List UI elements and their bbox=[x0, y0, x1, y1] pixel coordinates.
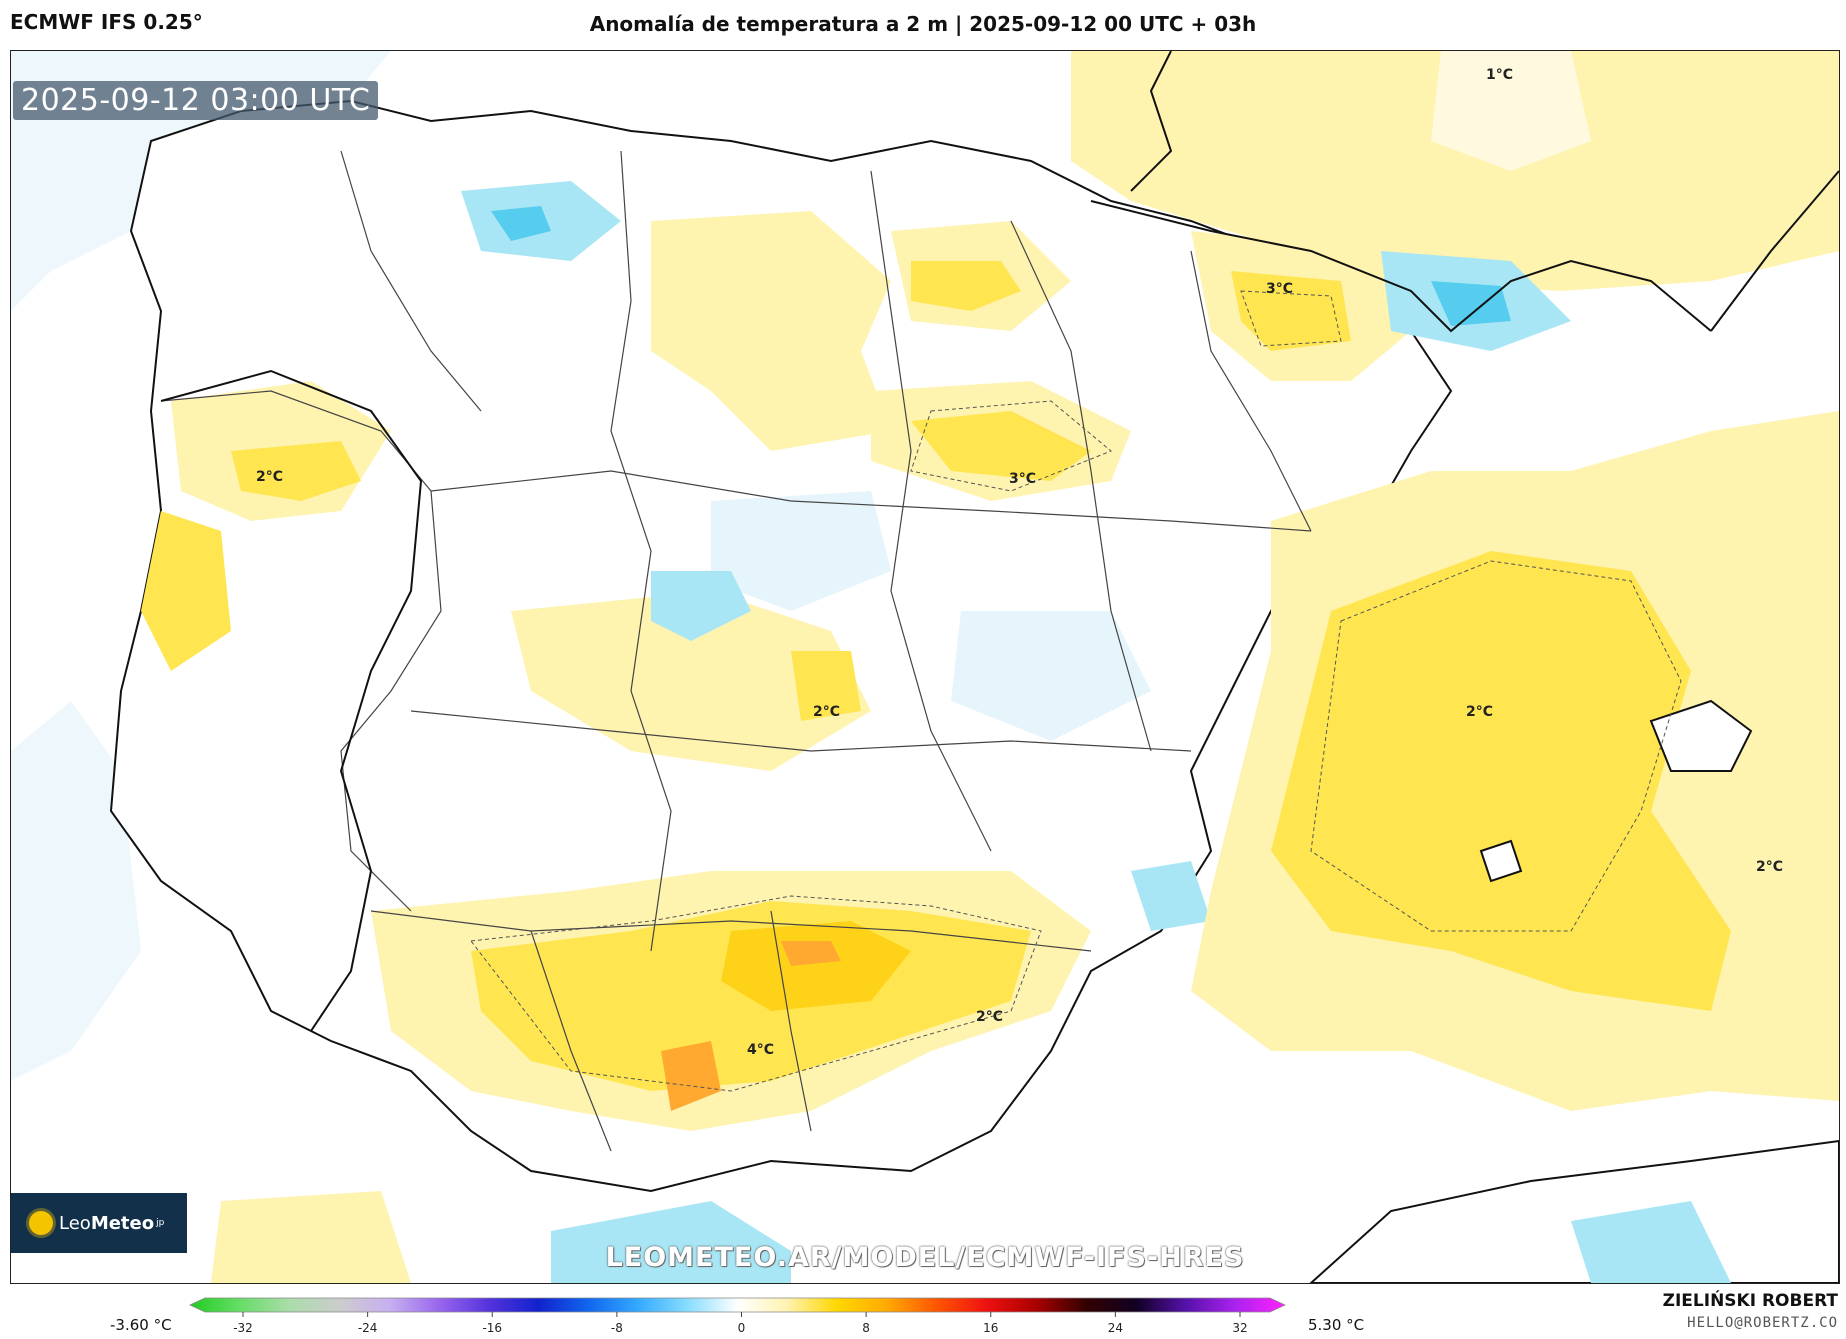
neutral-zone bbox=[1431, 51, 1591, 171]
colorbar: -3.60 °C -32 -24 -16 -8 0 8 16 24 32 5.30 °C bbox=[0, 1290, 1846, 1339]
warm-strong-andalucia bbox=[721, 921, 911, 1011]
contour-label: 1°C bbox=[1486, 67, 1513, 83]
contour-label: 2°C bbox=[976, 1009, 1003, 1025]
warm-core-portugal-north bbox=[231, 441, 361, 501]
colorbar-tick-label: 24 bbox=[1108, 1321, 1123, 1335]
colorbar-max-label: 5.30 °C bbox=[1308, 1316, 1365, 1334]
cool-core-pyrenees bbox=[1431, 281, 1511, 326]
ibiza-island bbox=[1479, 839, 1523, 883]
contour-lines bbox=[470, 290, 1682, 1092]
warm-zone-france bbox=[1071, 51, 1839, 291]
colorbar-tick-label: 0 bbox=[738, 1321, 746, 1335]
contour-label: 3°C bbox=[1266, 281, 1293, 297]
colorbar-gradient bbox=[189, 1297, 1286, 1313]
warm-core-burgos bbox=[911, 261, 1021, 311]
valid-time-badge: 2025-09-12 03:00 UTC bbox=[13, 81, 379, 120]
contour-label: 4°C bbox=[747, 1042, 774, 1058]
warm-core-navarra bbox=[1231, 271, 1351, 351]
cool-zone-murcia bbox=[1131, 861, 1211, 931]
warm-zone-gulf-cadiz bbox=[211, 1191, 411, 1283]
cool-zone-alboran bbox=[551, 1201, 791, 1283]
logo-text-bold: Meteo bbox=[90, 1212, 155, 1234]
warm-peak-granada bbox=[781, 941, 841, 966]
colorbar-tick-label: -24 bbox=[358, 1321, 378, 1335]
warm-zone-madrid bbox=[511, 591, 871, 771]
contour-label: 3°C bbox=[1009, 471, 1036, 487]
source-watermark: LEOMETEO.AR/MODEL/ECMWF-IFS-HRES bbox=[605, 1242, 1245, 1273]
warm-core-mediterranean bbox=[1271, 551, 1731, 1011]
colorbar-tick-label: -16 bbox=[482, 1321, 502, 1335]
colorbar-tick-label: 8 bbox=[862, 1321, 870, 1335]
warm-core-madrid bbox=[791, 651, 861, 721]
colorbar-min-label: -3.60 °C bbox=[110, 1316, 172, 1334]
colorbar-tick-label: 32 bbox=[1232, 1321, 1247, 1335]
map-canvas[interactable]: 1°C 3°C 2°C 3°C 2°C 2°C 2°C 2°C 4°C 2025… bbox=[10, 50, 1840, 1284]
sun-icon bbox=[29, 1211, 53, 1235]
atlantic-cool-patch-south bbox=[11, 701, 141, 1081]
warm-core-iberico bbox=[911, 411, 1091, 481]
colorbar-tick-label: 16 bbox=[983, 1321, 998, 1335]
logo-suffix: jp bbox=[156, 1218, 165, 1228]
anomaly-map: 1°C 3°C 2°C 3°C 2°C 2°C 2°C 2°C 4°C bbox=[11, 51, 1839, 1283]
author-name: ZIELIŃSKI ROBERT bbox=[1662, 1291, 1838, 1311]
colorbar-ticks: -32 -24 -16 -8 0 8 16 24 32 bbox=[233, 1312, 1248, 1335]
france-coastline bbox=[1130, 51, 1173, 192]
warm-zone-castilla bbox=[651, 211, 891, 451]
france-med-coastline bbox=[1710, 170, 1839, 332]
model-label: ECMWF IFS 0.25° bbox=[10, 10, 203, 34]
logo-text-light: Leo bbox=[59, 1212, 91, 1234]
cool-core-asturias bbox=[491, 206, 551, 241]
cool-zone-africa bbox=[1571, 1201, 1731, 1283]
province-borders bbox=[160, 150, 1312, 1152]
map-title: Anomalía de temperatura a 2 m | 2025-09-… bbox=[589, 12, 1257, 36]
portugal-border bbox=[160, 369, 423, 1032]
warm-peak-jaen bbox=[661, 1041, 721, 1111]
cool-zone-central bbox=[711, 491, 891, 611]
france-border bbox=[1090, 200, 1712, 333]
colorbar-tick-label: -32 bbox=[233, 1321, 253, 1335]
mallorca-island bbox=[1649, 699, 1753, 772]
colorbar-scale: -32 -24 -16 -8 0 8 16 24 32 bbox=[189, 1297, 1286, 1335]
contour-label: 2°C bbox=[1756, 859, 1783, 875]
cool-zone-cuenca bbox=[951, 611, 1151, 741]
contour-label: 2°C bbox=[256, 469, 283, 485]
colorbar-tick-label: -8 bbox=[611, 1321, 623, 1335]
contour-label: 2°C bbox=[1466, 704, 1493, 720]
cool-core-central bbox=[651, 571, 751, 641]
contour-label: 2°C bbox=[813, 704, 840, 720]
leometeo-logo[interactable]: Leo Meteo jp bbox=[11, 1193, 187, 1253]
author-email[interactable]: HELLO@ROBERTZ.CO bbox=[1687, 1315, 1838, 1331]
warm-zone-portugal-coast bbox=[141, 511, 231, 671]
